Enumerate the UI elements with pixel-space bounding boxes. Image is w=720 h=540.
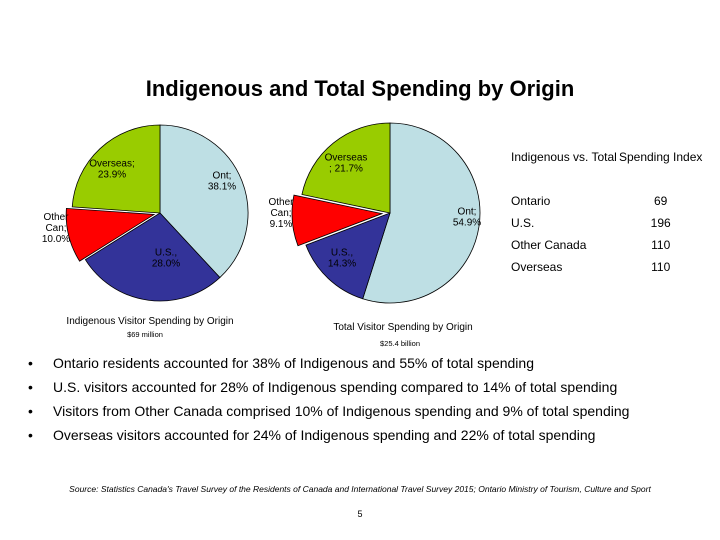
index-row-label: Ontario [511,194,551,208]
index-table-header-row: Indigenous vs. Total Spending Index [511,148,703,190]
indigenous-pie-slice-ontario [159,124,249,279]
indigenous-pie-label-us: U.S., 28.0% [152,248,180,270]
bullet-text: U.S. visitors accounted for 28% of Indig… [53,379,618,395]
index-row-value: 69 [654,194,668,208]
source-note: Source: Statistics Canada's Travel Surve… [69,484,651,494]
indigenous-pie-label-ontario: Ont; 38.1% [208,171,236,193]
total-pie-slice-ontario [362,122,481,304]
total-pie-label-us: U.S., 14.3% [328,248,356,270]
list-item: • Ontario residents accounted for 38% of … [28,355,688,371]
indigenous-pie-caption: Indigenous Visitor Spending by Origin [66,316,233,327]
indigenous-pie-label-overseas: Overseas; 23.9% [89,159,135,181]
bullet-icon: • [28,379,33,395]
total-pie-caption: Total Visitor Spending by Origin [333,322,472,333]
bullet-icon: • [28,427,33,443]
total-pie-label-other-canada: Other Can; 9.1% [268,197,294,230]
spending-index-table: Indigenous vs. Total Spending Index Onta… [511,148,703,278]
index-table-header-index: Spending Index [618,150,703,164]
index-row-label: Other Canada [511,238,587,252]
list-item: • Overseas visitors accounted for 24% of … [28,427,688,443]
bullet-icon: • [28,355,33,371]
list-item: • U.S. visitors accounted for 28% of Indi… [28,379,688,395]
total-pie-label-ontario: Ont; 54.9% [453,207,481,229]
indigenous-pie-slice-us [84,212,221,302]
table-row: U.S. 196 [511,212,703,234]
index-row-label: Overseas [511,260,563,274]
total-pie-slice-overseas [301,122,391,214]
table-row: Ontario 69 [511,190,703,212]
total-pie-slice-us [305,212,391,300]
table-row: Other Canada 110 [511,234,703,256]
total-pie-label-overseas: Overseas; 21.7% [325,153,368,175]
bullet-text: Visitors from Other Canada comprised 10%… [53,403,630,419]
page-number: 5 [357,509,363,519]
table-row: Overseas 110 [511,256,703,278]
index-row-label: U.S. [511,216,535,230]
indigenous-pie-slice-other-canada [65,207,156,262]
list-item: • Visitors from Other Canada comprised 10… [28,403,688,419]
index-row-value: 110 [651,238,671,252]
slide-title: Indigenous and Total Spending by Origin [145,76,575,101]
total-pie-slice-other-canada [291,194,384,247]
bullet-text: Ontario residents accounted for 38% of I… [53,355,534,371]
indigenous-pie-slice-overseas [71,124,161,214]
indigenous-pie-label-other-canada: Other Can; 10.0% [42,212,70,245]
index-row-value: 110 [651,260,671,274]
index-row-value: 196 [650,216,671,230]
key-findings-list: • Ontario residents accounted for 38% of … [28,355,688,451]
indigenous-pie-subcaption: $69 million [127,330,163,339]
total-pie-subcaption: $25.4 billion [380,339,420,348]
bullet-text: Overseas visitors accounted for 24% of I… [53,427,596,443]
index-table-header-category: Indigenous vs. Total [511,150,617,164]
bullet-icon: • [28,403,33,419]
